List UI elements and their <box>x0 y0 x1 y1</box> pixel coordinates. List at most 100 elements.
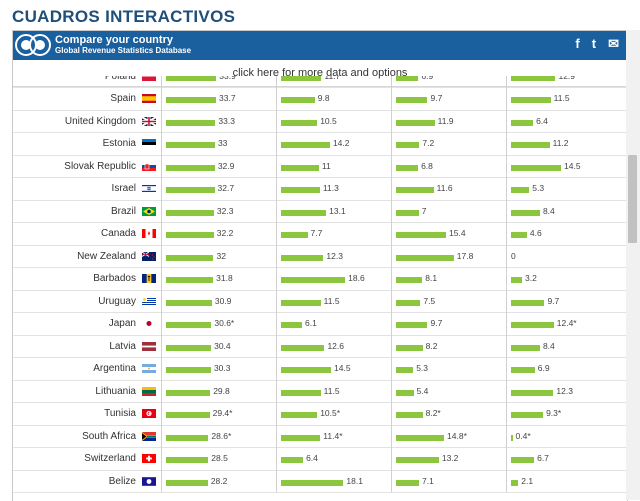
value-bar <box>166 299 212 306</box>
value-cell: 12.3 <box>276 244 391 267</box>
value-bar <box>396 389 414 396</box>
value-label: 2.1 <box>521 475 534 486</box>
table-row[interactable]: Israel 32.7 11.3 11.6 5.3 <box>13 177 627 201</box>
value-label: 10.5* <box>320 408 341 418</box>
facebook-icon[interactable]: f <box>575 36 580 51</box>
value-bar <box>281 209 327 216</box>
value-label: 12.3 <box>326 250 343 261</box>
value-cell: 33.7 <box>161 87 276 110</box>
value-cell: 4.6 <box>506 222 621 245</box>
value-bar <box>281 479 344 486</box>
twitter-icon[interactable]: t <box>591 36 597 51</box>
table-row[interactable]: South Africa 28.6* 11.4* 14.8* 0.4* <box>13 424 627 448</box>
value-bar <box>511 97 551 103</box>
value-label: 14.5 <box>564 160 581 171</box>
country-name: Canada <box>100 228 136 239</box>
table-row[interactable]: Estonia 33 14.2 7.2 11.2 <box>13 132 627 156</box>
value-cell: 30.9 <box>161 289 276 312</box>
table-row[interactable]: Uruguay 30.9 11.5 7.5 9.7 <box>13 289 627 313</box>
value-cell: 14.2 <box>276 132 391 155</box>
value-cell: 28.5 <box>161 447 276 470</box>
table-row[interactable]: Poland 33.9 11.7 6.9 12.9 <box>13 76 627 88</box>
value-label: 9.7 <box>430 318 443 328</box>
table-row[interactable]: United Kingdom 33.3 10.5 11.9 6.4 <box>13 109 627 133</box>
flag-icon <box>142 364 156 373</box>
value-label: 11.4* <box>323 430 343 441</box>
value-label: 11.5 <box>323 385 340 396</box>
value-cell: 6.4 <box>506 109 621 132</box>
value-label: 6.8 <box>421 160 433 171</box>
table-row[interactable]: Spain 33.7 9.8 9.7 11.5 <box>13 87 627 111</box>
value-bar <box>166 322 212 328</box>
flag-icon <box>142 206 156 216</box>
value-cell: 8.4 <box>506 334 621 357</box>
value-cell: 6.9 <box>391 76 506 87</box>
table-row[interactable]: Belize 28.2 18.1 7.1 2.1 <box>13 469 627 493</box>
table-row[interactable]: Japan 30.6* 6.1 9.7 12.4* <box>13 312 627 336</box>
table-row[interactable]: Barbados 31.8 18.6 8.1 3.2 <box>13 267 627 291</box>
value-cell: 11.4* <box>276 424 391 447</box>
value-bar <box>166 97 216 103</box>
value-cell: 8.2* <box>391 402 506 425</box>
flag-icon <box>142 94 156 103</box>
value-label: 9.3* <box>546 408 562 418</box>
value-label: 5.3 <box>532 183 545 193</box>
value-cell: 6.8 <box>391 154 506 177</box>
page-title: CUADROS INTERACTIVOS <box>12 7 236 26</box>
value-cell: 11.5 <box>506 87 621 110</box>
value-cell: 14.5 <box>506 154 621 177</box>
table-row[interactable]: Brazil 32.3 13.1 7 8.4 <box>13 199 627 223</box>
value-cell: 12.6 <box>276 334 391 357</box>
country-table[interactable]: Poland 33.9 11.7 6.9 12.9 Spain 33.7 9.8 9.7 11.5… <box>13 76 627 501</box>
value-label: 11.6 <box>436 183 453 193</box>
table-row[interactable]: New Zealand 32 12.3 17.8 0 <box>13 244 627 268</box>
value-bar <box>396 412 423 418</box>
value-bar <box>511 164 561 171</box>
value-cell: 9.7 <box>506 289 621 312</box>
value-bar <box>166 389 211 396</box>
table-row[interactable]: Tunisia 29.4* 10.5* 8.2* 9.3* <box>13 402 627 426</box>
value-cell: 11.5 <box>276 379 391 402</box>
value-label: 29.4* <box>212 408 233 418</box>
value-bar <box>166 479 208 486</box>
value-label: 10.5 <box>320 115 337 126</box>
email-icon[interactable]: ✉ <box>608 36 619 51</box>
value-bar <box>396 254 454 261</box>
value-bar <box>166 142 215 148</box>
value-label: 6.1 <box>305 318 317 328</box>
value-label: 28.2 <box>210 475 228 486</box>
value-bar <box>281 142 330 148</box>
value-label: 28.5 <box>211 453 228 463</box>
table-row[interactable]: Argentina 30.3 14.5 5.3 6.9 <box>13 357 627 381</box>
value-cell: 12.4* <box>506 312 621 335</box>
table-row[interactable]: Latvia 30.4 12.6 8.2 8.4 <box>13 334 627 358</box>
value-bar <box>511 142 550 148</box>
value-label: 11.3 <box>322 183 339 193</box>
scrollbar-thumb[interactable] <box>628 155 637 243</box>
country-name: Barbados <box>93 273 136 284</box>
value-label: 7.2 <box>422 138 435 148</box>
flag-icon <box>142 409 156 418</box>
value-cell: 2.1 <box>506 469 621 492</box>
oecd-logo <box>15 34 51 56</box>
value-label: 0 <box>511 250 516 261</box>
table-row[interactable]: Canada 32.2 7.7 15.4 4.6 <box>13 222 627 246</box>
value-label: 30.3 <box>213 363 231 373</box>
value-cell: 0.4* <box>506 424 621 447</box>
flag-icon <box>142 319 156 328</box>
value-bar <box>281 254 324 261</box>
value-bar <box>511 187 530 193</box>
value-cell: 33.3 <box>161 109 276 132</box>
value-bar <box>166 412 210 418</box>
widget-subtitle: Global Revenue Statistics Database <box>55 46 192 55</box>
value-bar <box>511 434 513 441</box>
scrollbar[interactable] <box>626 30 640 500</box>
table-row[interactable]: Switzerland 28.5 6.4 13.2 6.7 <box>13 447 627 471</box>
table-row[interactable]: Slovak Republic 32.9 11 6.8 14.5 <box>13 154 627 178</box>
value-cell: 32 <box>161 244 276 267</box>
flag-icon <box>142 386 156 396</box>
value-cell: 11.3 <box>276 177 391 200</box>
table-row[interactable]: Lithuania 29.8 11.5 5.4 12.3 <box>13 379 627 403</box>
flag-icon <box>142 116 156 126</box>
value-cell: 6.7 <box>506 447 621 470</box>
